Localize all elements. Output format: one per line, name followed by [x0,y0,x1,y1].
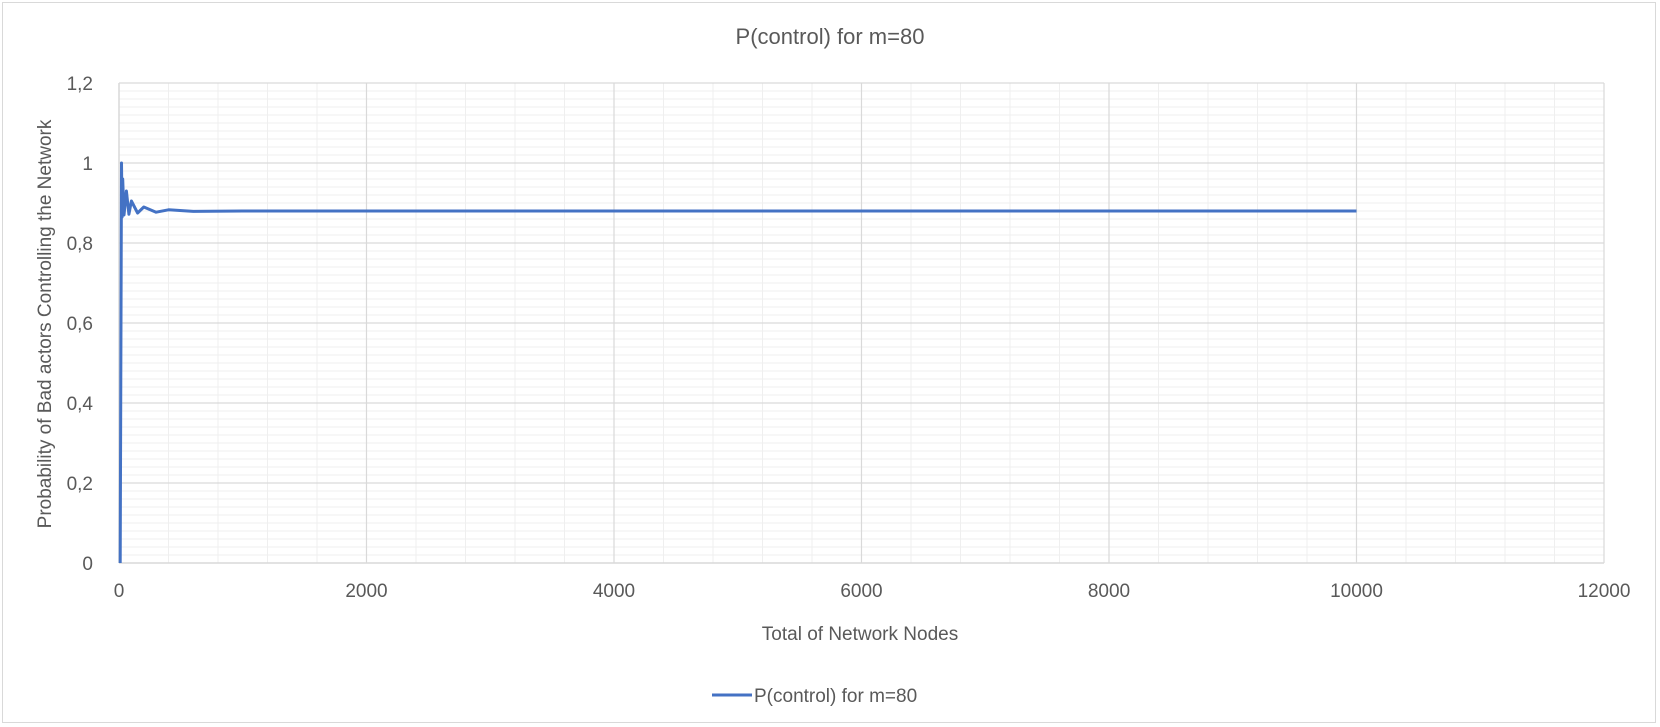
x-tick-label: 10000 [1330,581,1383,602]
major-gridlines [119,82,1605,563]
series-layer [118,161,1357,564]
x-tick-label: 12000 [1578,581,1631,602]
x-tick-label: 2000 [345,581,387,602]
x-tick-label: 4000 [593,581,635,602]
y-tick-label: 0,8 [67,234,93,255]
legend-label: P(control) for m=80 [754,686,917,707]
chart-title: P(control) for m=80 [736,24,925,49]
x-axis-title: Total of Network Nodes [762,624,958,645]
y-tick-label: 0 [82,554,93,575]
x-tick-label: 8000 [1088,581,1130,602]
y-axis-title: Probability of Bad actors Controlling th… [35,119,56,528]
series-line-0 [118,161,1357,564]
y-tick-label: 1 [82,154,93,175]
y-tick-label: 0,6 [67,314,93,335]
legend: P(control) for m=80 [712,686,917,707]
x-tick-label: 6000 [840,581,882,602]
y-tick-label: 0,2 [67,474,93,495]
x-tick-label: 0 [114,581,125,602]
y-tick-label: 1,2 [67,74,93,95]
tick-labels: 0 2000 4000 6000 8000 10000 12000 0 0,2 0,4 0,6 0,8… [67,74,1631,602]
y-tick-label: 0,4 [67,394,94,415]
